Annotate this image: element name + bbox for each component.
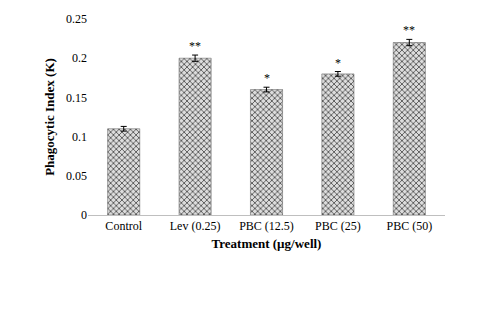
svg-text:0.25: 0.25 <box>66 12 87 26</box>
svg-text:PBC (25): PBC (25) <box>315 219 361 233</box>
svg-text:0.05: 0.05 <box>66 169 87 183</box>
svg-text:Control: Control <box>105 219 142 233</box>
svg-text:0.1: 0.1 <box>72 130 87 144</box>
svg-text:PBC (50): PBC (50) <box>386 219 432 233</box>
svg-text:Phagocytic Index (K): Phagocytic Index (K) <box>42 58 57 176</box>
svg-text:**: ** <box>403 23 415 37</box>
svg-text:Lev (0.25): Lev (0.25) <box>170 219 221 233</box>
svg-text:0.15: 0.15 <box>66 91 87 105</box>
svg-text:**: ** <box>189 39 201 53</box>
svg-text:PBC (12.5): PBC (12.5) <box>239 219 294 233</box>
svg-text:*: * <box>264 71 270 85</box>
svg-text:0.2: 0.2 <box>72 51 87 65</box>
svg-text:0: 0 <box>81 208 87 222</box>
svg-text:*: * <box>335 56 341 70</box>
svg-text:Treatment (µg/well): Treatment (µg/well) <box>212 236 322 251</box>
